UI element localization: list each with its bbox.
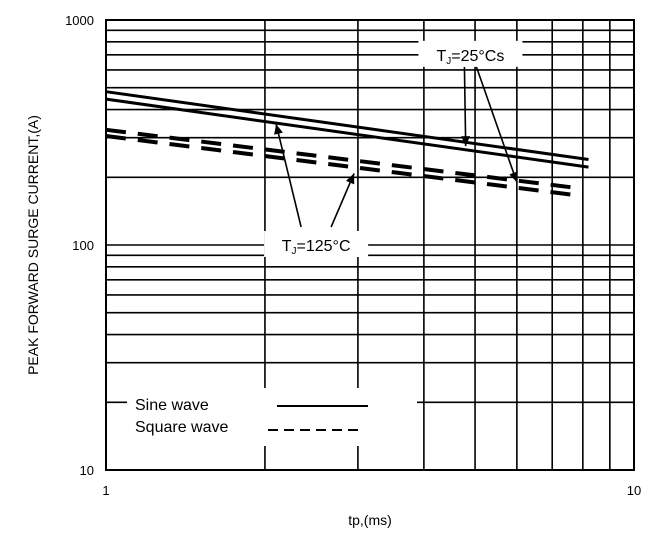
series-line-square-3 — [105, 134, 584, 199]
annotation-bg-tj25 — [418, 40, 523, 67]
plot-frame — [105, 19, 635, 471]
arrow-tj125-0 — [275, 123, 302, 228]
arrow-tj25-0 — [463, 66, 467, 147]
tick-labels: 1 10 10 100 1000 — [65, 13, 641, 498]
x-tick-label: 10 — [627, 483, 641, 498]
arrowhead-tj125-0 — [274, 123, 283, 135]
grid — [106, 20, 634, 470]
y-tick-label: 100 — [72, 238, 94, 253]
y-tick-label: 10 — [80, 463, 94, 478]
legend: Sine wave Square wave — [127, 388, 417, 446]
y-axis-label: PEAK FORWARD SURGE CURRENT,(A) — [25, 115, 41, 375]
arrowhead-tj125-1 — [345, 173, 355, 185]
legend-label-sine: Sine wave — [135, 397, 209, 414]
arrow-tj25-1 — [475, 66, 518, 183]
annotation-bg-tj125 — [264, 231, 369, 257]
annotation-tj125: TJ=125°C — [282, 238, 351, 257]
y-tick-label: 1000 — [65, 13, 94, 28]
x-tick-label: 1 — [102, 483, 109, 498]
series-line-square-2 — [105, 127, 584, 191]
legend-label-square: Square wave — [135, 419, 228, 436]
series-line-sine-0 — [105, 90, 589, 161]
annotations: TJ=25°Cs TJ=125°C — [264, 40, 523, 257]
arrowhead-tj25-0 — [461, 136, 471, 147]
legend-background — [127, 388, 417, 446]
annotation-tj25: TJ=25°Cs — [436, 48, 504, 67]
arrowhead-tj25-1 — [509, 171, 518, 183]
x-axis-label: tp,(ms) — [348, 512, 392, 528]
